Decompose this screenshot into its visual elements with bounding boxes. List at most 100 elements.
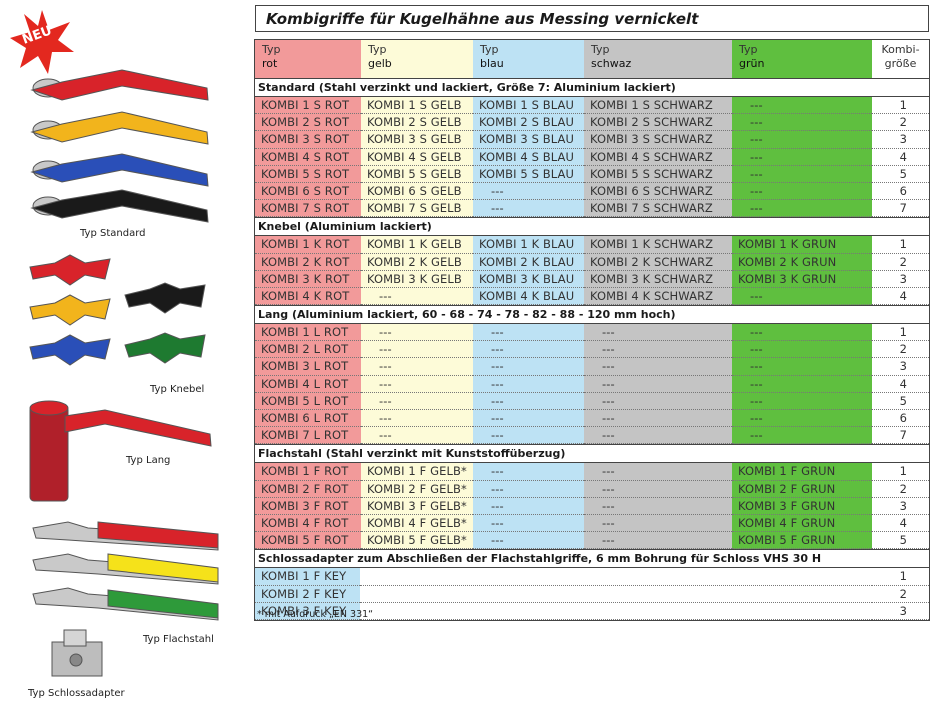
header-rot: Typ rot: [255, 40, 361, 78]
table-cell: KOMBI 6 S ROT: [255, 182, 361, 201]
table-cell: ---: [584, 427, 732, 445]
table-cell-size: 3: [872, 358, 929, 376]
table-cell: KOMBI 2 F ROT: [255, 480, 361, 498]
table-cell: KOMBI 2 S GELB: [361, 114, 473, 132]
new-badge-star-icon: [10, 10, 74, 74]
table-row: KOMBI 1 F ROT KOMBI 1 F GELB* --- --- KOMBI …: [255, 463, 929, 481]
table-cell-size: 1: [872, 568, 929, 586]
table-row: KOMBI 3 F KEY 3: [255, 602, 929, 620]
table-cell: KOMBI 3 F GELB*: [361, 497, 473, 515]
table-cell: ---: [473, 514, 584, 533]
caption-lang: Typ Lang: [126, 455, 171, 466]
table-cell-size: 4: [872, 514, 929, 533]
product-table: Typ rot Typ gelb Typ blau Typ schwaz Typ grün…: [254, 39, 930, 621]
table-cell-size: 7: [872, 427, 929, 445]
table-cell: KOMBI 2 K ROT: [255, 253, 361, 271]
table-row: KOMBI 3 S ROT KOMBI 3 S GELB KOMBI 3 S BLA…: [255, 131, 929, 149]
table-row: KOMBI 7 S ROT KOMBI 7 S GELB --- KOMBI 7 S …: [255, 200, 929, 218]
table-cell-size: 1: [872, 97, 929, 115]
page-title: Kombigriffe für Kugelhähne aus Messing v…: [255, 5, 929, 32]
table-cell: KOMBI 1 K SCHWARZ: [584, 236, 732, 254]
table-cell: KOMBI 5 F ROT: [255, 532, 361, 550]
table-cell: ---: [732, 165, 872, 183]
table-cell: KOMBI 5 S ROT: [255, 165, 361, 183]
table-row: KOMBI 1 S ROT KOMBI 1 S GELB KOMBI 1 S BLA…: [255, 97, 929, 115]
table-cell-size: 1: [872, 324, 929, 342]
table-cell-size: 6: [872, 182, 929, 201]
table-cell-size: 1: [872, 236, 929, 254]
table-cell: KOMBI 1 F KEY: [255, 568, 360, 586]
table-cell-size: 2: [872, 480, 929, 498]
table-cell: ---: [473, 341, 584, 359]
table-cell: ---: [584, 514, 732, 533]
table-cell: KOMBI 2 F GELB*: [361, 480, 473, 498]
table-cell: KOMBI 2 F GRUN: [732, 480, 872, 498]
table-cell: KOMBI 1 F GELB*: [361, 463, 473, 481]
table-row: KOMBI 1 F KEY 1: [255, 568, 929, 586]
table-cell-size: 5: [872, 165, 929, 183]
table-row: KOMBI 2 S ROT KOMBI 2 S GELB KOMBI 2 S BLA…: [255, 114, 929, 132]
table-header: Typ rot Typ gelb Typ blau Typ schwaz Typ grün…: [255, 40, 929, 78]
table-cell: KOMBI 4 K BLAU: [473, 287, 584, 306]
table-cell: ---: [361, 392, 473, 410]
table-cell: ---: [732, 200, 872, 218]
table-row: KOMBI 2 K ROT KOMBI 2 K GELB KOMBI 2 K BLA…: [255, 253, 929, 271]
table-row: KOMBI 4 F ROT KOMBI 4 F GELB* --- --- KOMBI …: [255, 514, 929, 533]
table-row: KOMBI 2 F ROT KOMBI 2 F GELB* --- --- KOMBI …: [255, 480, 929, 498]
table-cell: KOMBI 3 K GELB: [361, 270, 473, 288]
table-cell: ---: [584, 392, 732, 410]
table-cell: ---: [473, 200, 584, 218]
table-cell: ---: [473, 497, 584, 515]
table-cell: KOMBI 2 K BLAU: [473, 253, 584, 271]
caption-standard: Typ Standard: [80, 228, 146, 239]
table-cell-size: 5: [872, 392, 929, 410]
table-cell-size: 3: [872, 602, 929, 620]
table-cell: KOMBI 2 S SCHWARZ: [584, 114, 732, 132]
table-cell: ---: [732, 392, 872, 410]
table-cell-size: 4: [872, 148, 929, 166]
table-cell-empty: [359, 602, 873, 620]
table-cell: ---: [584, 532, 732, 550]
footnote: * mit Aufdruck „EN 331“: [257, 609, 374, 620]
table-cell: ---: [473, 427, 584, 445]
table-cell: ---: [473, 182, 584, 201]
table-cell: KOMBI 4 K SCHWARZ: [584, 287, 732, 306]
caption-knebel: Typ Knebel: [150, 384, 205, 395]
table-cell: ---: [361, 287, 473, 306]
header-schwarz: Typ schwaz: [584, 40, 732, 78]
table-row: KOMBI 6 L ROT --- --- --- --- 6: [255, 410, 929, 428]
table-cell: ---: [361, 375, 473, 393]
table-cell: KOMBI 3 K GRUN: [732, 270, 872, 288]
table-cell: KOMBI 4 F GELB*: [361, 514, 473, 533]
table-cell: KOMBI 2 K GELB: [361, 253, 473, 271]
table-cell: ---: [361, 410, 473, 428]
caption-schlossadapter: Typ Schlossadapter: [28, 688, 125, 699]
table-row: KOMBI 2 F KEY 2: [255, 585, 929, 603]
table-cell: KOMBI 6 S GELB: [361, 182, 473, 201]
table-cell-empty: [359, 585, 873, 603]
table-cell-size: 2: [872, 585, 929, 603]
table-cell: KOMBI 4 F GRUN: [732, 514, 872, 533]
table-cell: KOMBI 3 K BLAU: [473, 270, 584, 288]
table-cell: KOMBI 2 K SCHWARZ: [584, 253, 732, 271]
table-cell: KOMBI 2 K GRUN: [732, 253, 872, 271]
table-cell: KOMBI 3 F ROT: [255, 497, 361, 515]
table-cell: ---: [361, 427, 473, 445]
table-cell: KOMBI 2 F KEY: [255, 585, 360, 603]
table-cell: ---: [473, 480, 584, 498]
table-row: KOMBI 1 K ROT KOMBI 1 K GELB KOMBI 1 K BLA…: [255, 236, 929, 254]
table-row: KOMBI 4 L ROT --- --- --- --- 4: [255, 375, 929, 393]
table-cell-size: 5: [872, 532, 929, 550]
table-row: KOMBI 4 S ROT KOMBI 4 S GELB KOMBI 4 S BLA…: [255, 148, 929, 166]
table-cell: KOMBI 6 L ROT: [255, 410, 361, 428]
table-cell: ---: [732, 182, 872, 201]
caption-flachstahl: Typ Flachstahl: [143, 634, 214, 645]
section-heading: Standard (Stahl verzinkt und lackiert, G…: [255, 78, 929, 97]
table-row: KOMBI 1 L ROT --- --- --- --- 1: [255, 324, 929, 342]
table-cell: KOMBI 5 S GELB: [361, 165, 473, 183]
table-cell: ---: [473, 358, 584, 376]
table-cell: KOMBI 1 K BLAU: [473, 236, 584, 254]
table-cell-size: 2: [872, 114, 929, 132]
table-cell: KOMBI 4 S SCHWARZ: [584, 148, 732, 166]
table-row: KOMBI 5 F ROT KOMBI 5 F GELB* --- --- KOMBI …: [255, 532, 929, 550]
